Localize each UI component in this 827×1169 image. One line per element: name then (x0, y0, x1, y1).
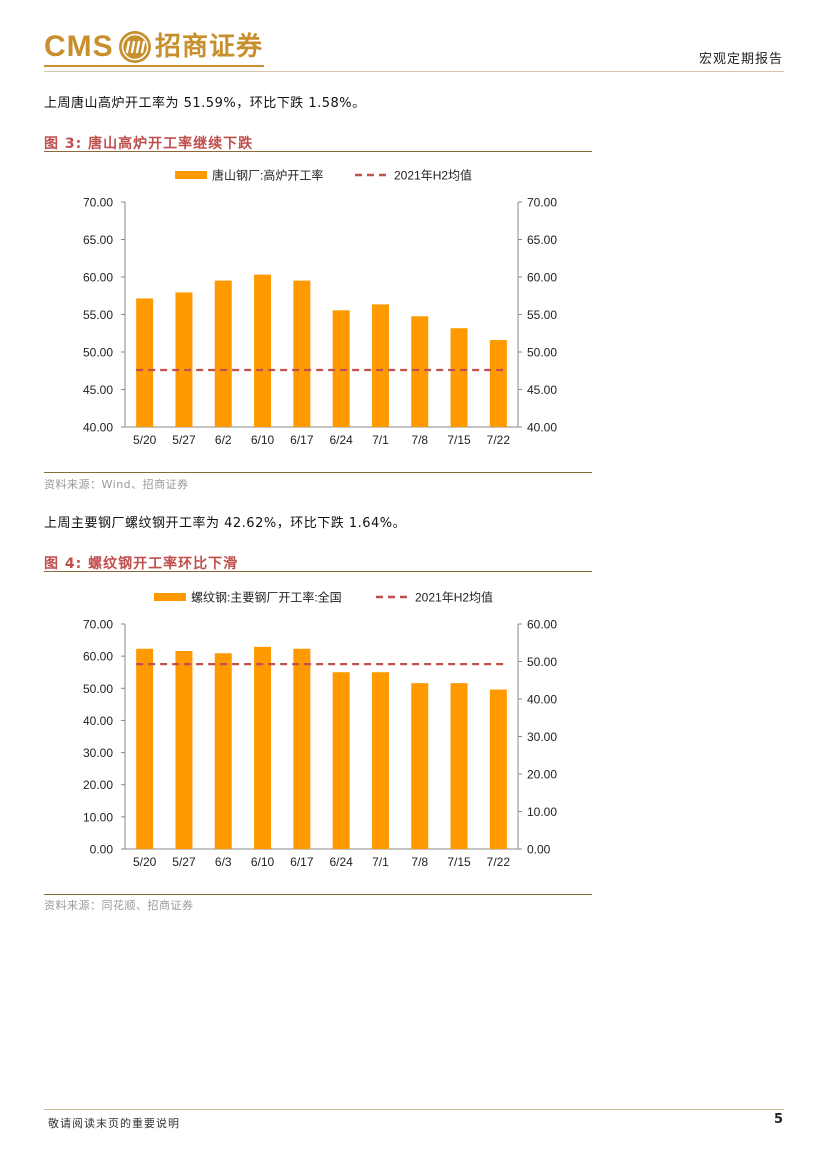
x-category-label: 7/22 (487, 433, 511, 447)
bar (450, 328, 468, 427)
x-category-label: 6/24 (329, 433, 353, 447)
x-category-label: 6/17 (290, 855, 314, 869)
figure-3-title: 图 3: 唐山高炉开工率继续下跌 (44, 136, 254, 152)
bar (175, 651, 193, 849)
figure-4-bottom-rule (44, 894, 592, 895)
paragraph-tangshan: 上周唐山高炉开工率为 51.59%，环比下跌 1.58%。 (44, 96, 366, 111)
right-tick-label: 30.00 (527, 730, 557, 744)
logo-chinese-text: 招商证券 (155, 32, 264, 62)
figure-4-title: 图 4: 螺纹钢开工率环比下滑 (44, 556, 239, 572)
footer-disclaimer: 敬请阅读末页的重要说明 (48, 1117, 180, 1130)
logo-cms-text: CMS (44, 30, 114, 63)
bar (489, 689, 507, 849)
figure-4-top-rule (44, 571, 592, 572)
left-tick-label: 60.00 (83, 271, 113, 285)
bar (254, 274, 272, 427)
left-tick-label: 50.00 (83, 346, 113, 360)
x-category-label: 7/1 (372, 433, 389, 447)
right-tick-label: 20.00 (527, 768, 557, 782)
legend-bar-label: 螺纹钢:主要钢厂开工率:全国 (191, 590, 342, 605)
bar (214, 280, 232, 427)
logo-seal-icon (119, 31, 151, 63)
bar (489, 340, 507, 427)
left-tick-label: 40.00 (83, 421, 113, 435)
right-tick-label: 70.00 (527, 196, 557, 210)
page-number: 5 (773, 1112, 783, 1127)
x-category-label: 6/10 (251, 855, 275, 869)
x-category-label: 6/24 (329, 855, 353, 869)
figure-3-bottom-rule (44, 472, 592, 473)
left-tick-label: 30.00 (83, 746, 113, 760)
left-tick-label: 40.00 (83, 714, 113, 728)
right-tick-label: 65.00 (527, 233, 557, 247)
x-category-label: 6/2 (215, 433, 232, 447)
left-tick-label: 0.00 (90, 843, 114, 857)
bar (254, 646, 272, 849)
left-tick-label: 50.00 (83, 682, 113, 696)
right-tick-label: 50.00 (527, 346, 557, 360)
right-tick-label: 55.00 (527, 308, 557, 322)
left-tick-label: 45.00 (83, 383, 113, 397)
bar (175, 292, 193, 427)
bar (411, 316, 429, 427)
figure-4-chart: 螺纹钢:主要钢厂开工率:全国 2021年H2均值 0.00 10.00 20.00 30.… (83, 590, 557, 870)
figure-3-chart: 唐山钢厂:高炉开工率 2021年H2均值 40.00 45.00 50.00 55.00 6… (83, 168, 557, 448)
right-tick-label: 0.00 (527, 843, 551, 857)
x-category-label: 6/10 (251, 433, 275, 447)
bar (411, 683, 429, 849)
bar (214, 653, 232, 849)
left-tick-label: 65.00 (83, 233, 113, 247)
figure-4-source: 资料来源：同花顺、招商证券 (44, 899, 194, 912)
bar (293, 648, 311, 849)
right-tick-label: 40.00 (527, 421, 557, 435)
bar (293, 280, 311, 427)
bar (371, 304, 389, 427)
x-category-label: 7/1 (372, 855, 389, 869)
report-type: 宏观定期报告 (698, 52, 783, 67)
left-tick-label: 70.00 (83, 196, 113, 210)
header-divider (44, 71, 784, 72)
legend-bar-swatch (154, 593, 186, 601)
left-tick-label: 60.00 (83, 650, 113, 664)
x-category-label: 5/27 (172, 855, 196, 869)
x-category-label: 7/22 (487, 855, 511, 869)
bar (332, 310, 350, 427)
figure-3-source: 资料来源：Wind、招商证券 (44, 478, 189, 491)
x-category-label: 7/15 (447, 433, 471, 447)
bar (136, 298, 154, 427)
left-tick-label: 20.00 (83, 778, 113, 792)
bar (136, 648, 154, 849)
bar (371, 672, 389, 849)
right-tick-label: 40.00 (527, 693, 557, 707)
paragraph-rebar: 上周主要钢厂螺纹钢开工率为 42.62%，环比下跌 1.64%。 (44, 516, 407, 531)
right-tick-label: 60.00 (527, 271, 557, 285)
figure-3-top-rule (44, 151, 592, 152)
right-tick-label: 45.00 (527, 383, 557, 397)
x-category-label: 5/27 (172, 433, 196, 447)
left-tick-label: 10.00 (83, 810, 113, 824)
legend-avg-line-label: 2021年H2均值 (415, 590, 493, 605)
x-category-label: 6/3 (215, 855, 232, 869)
bar (332, 672, 350, 849)
right-tick-label: 10.00 (527, 805, 557, 819)
right-tick-label: 50.00 (527, 655, 557, 669)
x-category-label: 7/15 (447, 855, 471, 869)
footer-divider (44, 1109, 784, 1110)
x-category-label: 7/8 (411, 433, 428, 447)
logo-underline (44, 65, 264, 67)
legend-bar-swatch (175, 171, 207, 179)
left-tick-label: 70.00 (83, 618, 113, 632)
legend-bar-label: 唐山钢厂:高炉开工率 (212, 168, 323, 183)
right-tick-label: 60.00 (527, 618, 557, 632)
x-category-label: 7/8 (411, 855, 428, 869)
left-tick-label: 55.00 (83, 308, 113, 322)
x-category-label: 5/20 (133, 433, 157, 447)
legend-avg-line-label: 2021年H2均值 (394, 168, 472, 183)
x-category-label: 6/17 (290, 433, 314, 447)
x-category-label: 5/20 (133, 855, 157, 869)
bar (450, 683, 468, 849)
